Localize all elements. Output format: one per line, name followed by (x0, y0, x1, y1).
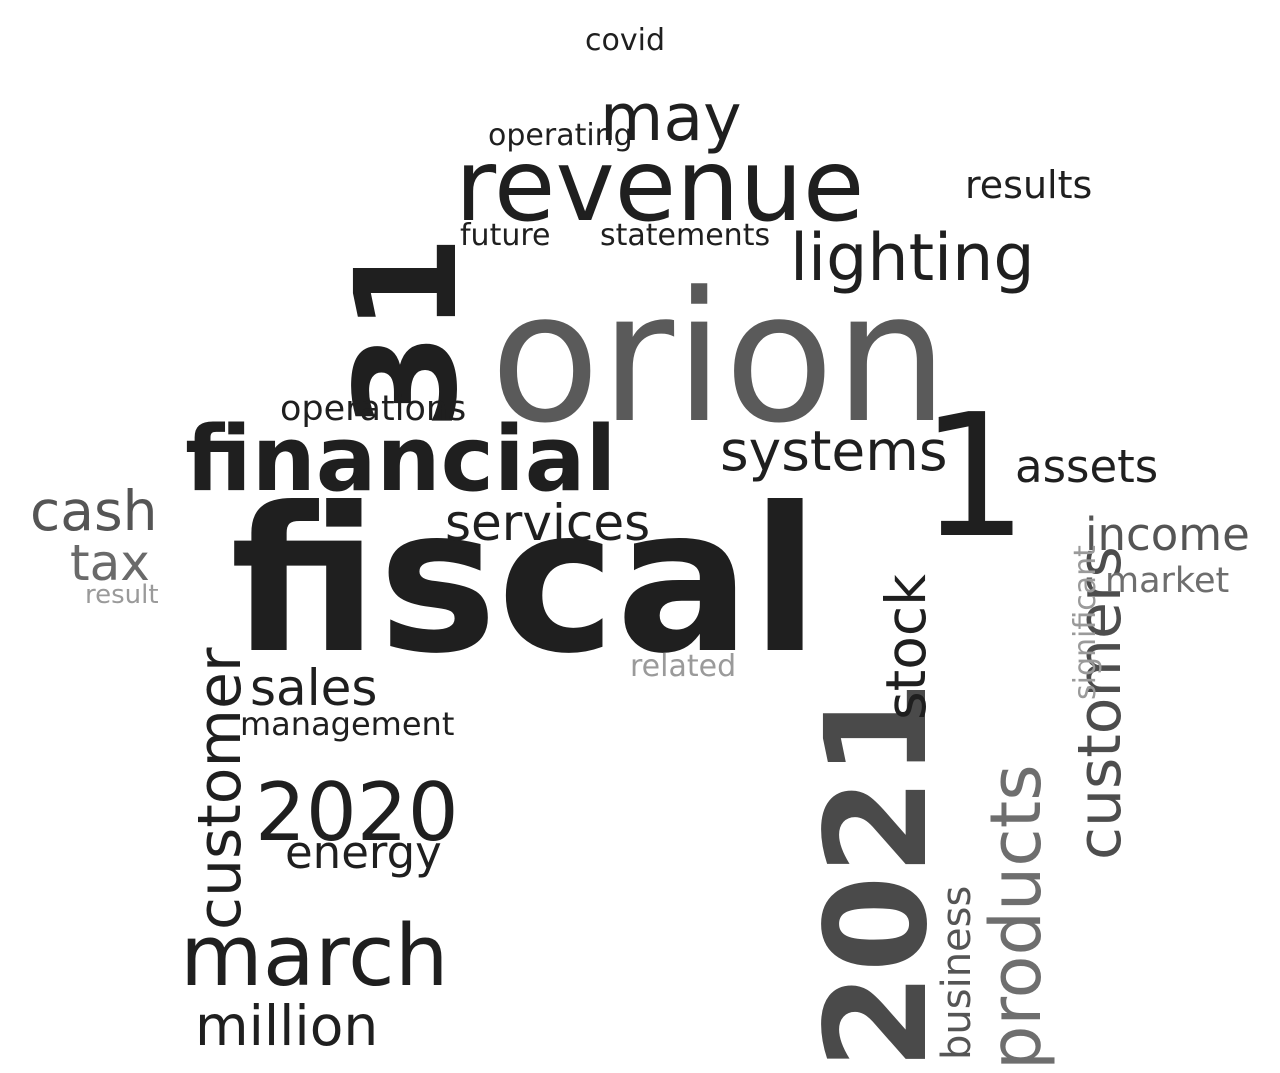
word-income: income (1085, 508, 1250, 561)
word-market: market (1105, 561, 1229, 601)
word-fiscal: fiscal (230, 465, 819, 698)
word-energy: energy (285, 826, 442, 879)
word-products: products (975, 764, 1057, 1070)
word-31: 31 (326, 235, 489, 430)
word-customer: customer (185, 647, 255, 930)
word-2020: 2020 (255, 766, 459, 859)
word-customers: customers (1065, 546, 1135, 860)
word-operations: operations (280, 389, 466, 429)
word-cash: cash (30, 479, 157, 543)
word-1: 1 (920, 378, 1028, 576)
word-results: results (965, 163, 1092, 207)
word-systems: systems (720, 419, 948, 483)
word-revenue: revenue (455, 127, 864, 244)
word-covid: covid (585, 23, 665, 58)
word-stock: stock (874, 574, 938, 720)
word-million: million (195, 994, 378, 1058)
word-lighting: lighting (790, 221, 1035, 296)
word-future: future (460, 218, 550, 253)
word-march: march (180, 907, 449, 1006)
word-financial: financial (185, 407, 616, 512)
word-sales: sales (250, 659, 377, 717)
word-may: may (600, 81, 742, 156)
word-orion: orion (490, 254, 948, 463)
word-operating: operating (488, 118, 633, 153)
word-assets: assets (1015, 440, 1158, 493)
word-management: management (240, 705, 454, 743)
word-significant: significant (1068, 545, 1103, 700)
word-tax: tax (70, 534, 150, 592)
word-business: business (934, 886, 980, 1060)
word-result: result (85, 580, 159, 610)
word-2021: 2021 (796, 680, 959, 1070)
word-statements: statements (600, 218, 770, 253)
word-services: services (445, 494, 650, 552)
word-related: related (630, 649, 736, 684)
